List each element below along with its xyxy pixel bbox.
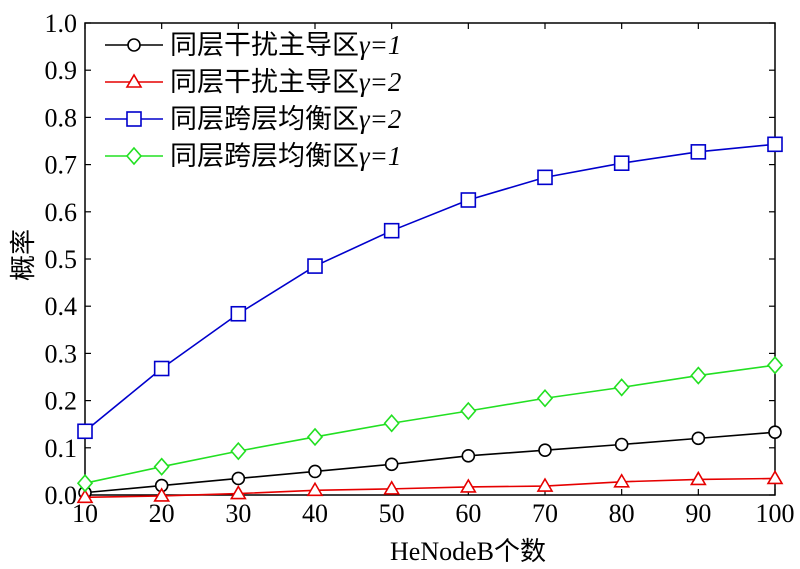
legend-item-1: 同层干扰主导区γ=1 — [105, 30, 401, 60]
circle-marker — [308, 464, 322, 479]
x-tick-label: 30 — [225, 499, 251, 528]
y-tick-label: 0.7 — [45, 151, 78, 180]
legend-series-name: 同层干扰主导区 — [170, 30, 359, 60]
legend-gamma-label: γ=1 — [359, 141, 401, 171]
square-marker — [767, 136, 783, 153]
y-tick-label: 0.4 — [45, 292, 78, 321]
legend-triangle-marker — [125, 73, 143, 88]
triangle-marker — [689, 470, 707, 486]
diamond-marker — [690, 366, 707, 385]
x-tick-label: 50 — [379, 499, 405, 528]
series-line — [84, 364, 776, 484]
circle-marker — [691, 431, 706, 446]
diamond-marker — [153, 457, 170, 476]
triangle-marker — [306, 481, 324, 497]
diamond-marker — [306, 427, 324, 447]
y-tick-label: 0.8 — [45, 103, 78, 132]
x-tick-label: 40 — [302, 499, 328, 528]
triangle-marker — [383, 480, 401, 495]
axes: 10 20 30 40 50 60 70 80 90 100 0.0 0.1 0.2 0.3 0.4 0.5 0… — [45, 9, 795, 528]
y-tick-label: 0.3 — [45, 339, 78, 368]
y-axis-label: 概率 — [9, 229, 38, 281]
legend-item-3: 同层跨层均衡区γ=2 — [105, 104, 401, 134]
x-tick-label: 20 — [149, 499, 175, 528]
legend-circle-marker — [127, 38, 141, 52]
series-2 — [76, 469, 784, 504]
series-3 — [77, 136, 783, 440]
square-marker — [460, 192, 477, 208]
triangle-marker — [229, 484, 247, 500]
series-layer — [76, 136, 784, 504]
legend-series-name: 同层干扰主导区 — [170, 67, 359, 97]
triangle-marker — [153, 487, 171, 502]
diamond-marker — [766, 355, 784, 375]
series-line — [84, 431, 776, 494]
x-tick-label: 90 — [685, 499, 711, 528]
circle-marker — [768, 425, 782, 440]
x-tick-label: 100 — [756, 499, 795, 528]
x-tick-label: 10 — [72, 499, 98, 528]
y-tick-label: 0.2 — [45, 387, 78, 416]
diamond-marker — [460, 401, 477, 421]
y-tick-label: 0.0 — [45, 481, 78, 510]
legend-diamond-marker — [125, 146, 143, 166]
legend-label: 同层跨层均衡区γ=2 — [170, 104, 401, 134]
square-marker — [307, 258, 323, 274]
diamond-marker — [230, 441, 247, 461]
triangle-marker — [613, 473, 631, 488]
legend-item-4: 同层跨层均衡区γ=1 — [105, 141, 401, 171]
legend-series-name: 同层跨层均衡区 — [170, 141, 359, 171]
square-marker — [230, 305, 247, 322]
y-tick-label: 0.6 — [45, 198, 78, 227]
circle-marker — [614, 437, 629, 452]
diamond-marker — [613, 378, 630, 397]
y-tick-label: 1.0 — [45, 9, 78, 38]
square-marker — [153, 360, 170, 377]
y-tick-label: 0.9 — [45, 56, 78, 85]
square-marker — [77, 423, 93, 440]
triangle-marker — [536, 477, 554, 492]
series-1 — [78, 425, 782, 500]
legend-gamma-label: γ=2 — [359, 104, 401, 134]
square-marker — [690, 144, 707, 160]
circle-marker — [384, 457, 399, 472]
diamond-marker — [76, 473, 94, 493]
series-line — [84, 143, 776, 432]
x-axis-label: HeNodeB个数 — [390, 537, 546, 566]
circle-marker — [231, 471, 246, 486]
legend-label: 同层跨层均衡区γ=1 — [170, 141, 401, 171]
series-4 — [76, 355, 784, 493]
legend-gamma-label: γ=2 — [359, 67, 401, 97]
triangle-marker — [76, 488, 94, 504]
square-marker — [537, 169, 553, 186]
diamond-marker — [536, 389, 554, 408]
legend-gamma-label: γ=1 — [359, 30, 401, 60]
legend-square-marker — [126, 111, 142, 127]
legend-label: 同层干扰主导区γ=1 — [170, 30, 401, 60]
circle-marker — [461, 449, 476, 463]
circle-marker — [538, 443, 552, 457]
x-tick-label: 70 — [532, 499, 558, 528]
square-marker — [383, 222, 400, 239]
triangle-marker — [459, 478, 477, 493]
y-tick-label: 0.5 — [45, 245, 78, 274]
y-tick-label: 0.1 — [45, 434, 78, 463]
legend-label: 同层干扰主导区γ=2 — [170, 67, 401, 97]
diamond-marker — [383, 414, 400, 433]
x-tick-label: 60 — [455, 499, 481, 528]
square-marker — [613, 155, 630, 171]
series-line — [84, 477, 776, 499]
legend-series-name: 同层跨层均衡区 — [170, 104, 359, 134]
triangle-marker — [766, 469, 784, 485]
legend-item-2: 同层干扰主导区γ=2 — [105, 67, 401, 97]
x-tick-label: 80 — [609, 499, 635, 528]
